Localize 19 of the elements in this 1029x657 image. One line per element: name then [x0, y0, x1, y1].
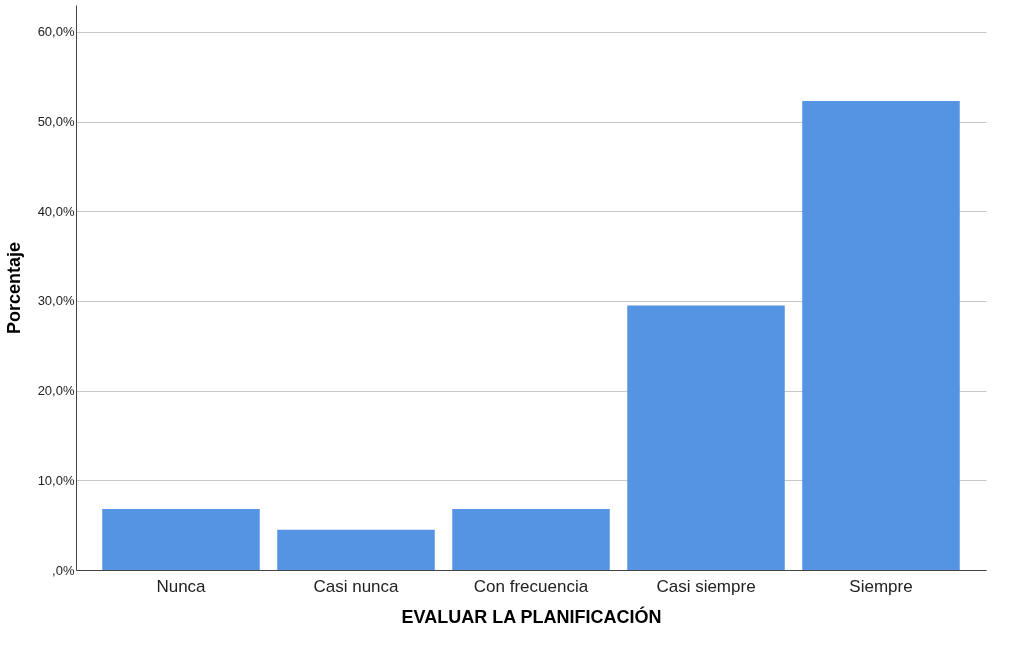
- x-tick-label: Siempre: [849, 576, 913, 596]
- y-tick-label: 20,0%: [37, 383, 75, 399]
- bar: [452, 509, 610, 570]
- x-tick-label: Nunca: [156, 576, 207, 596]
- x-axis-title: EVALUAR LA PLANIFICACIÓN: [401, 605, 662, 627]
- bar: [802, 100, 960, 570]
- y-tick-label: ,0%: [52, 562, 75, 578]
- x-tick-label: Casi nunca: [313, 576, 400, 596]
- y-tick-label: 60,0%: [37, 24, 75, 40]
- y-tick-label: 30,0%: [37, 293, 75, 309]
- bar: [102, 509, 260, 570]
- x-tick-label: Casi siempre: [656, 576, 756, 596]
- bar: [627, 305, 785, 570]
- y-tick-label: 50,0%: [37, 114, 75, 130]
- x-tick-label: Con frecuencia: [473, 576, 589, 596]
- y-tick-label: 40,0%: [37, 203, 75, 219]
- y-tick-label: 10,0%: [37, 472, 75, 488]
- bar: [277, 529, 435, 570]
- y-axis-title: Porcentaje: [3, 241, 24, 335]
